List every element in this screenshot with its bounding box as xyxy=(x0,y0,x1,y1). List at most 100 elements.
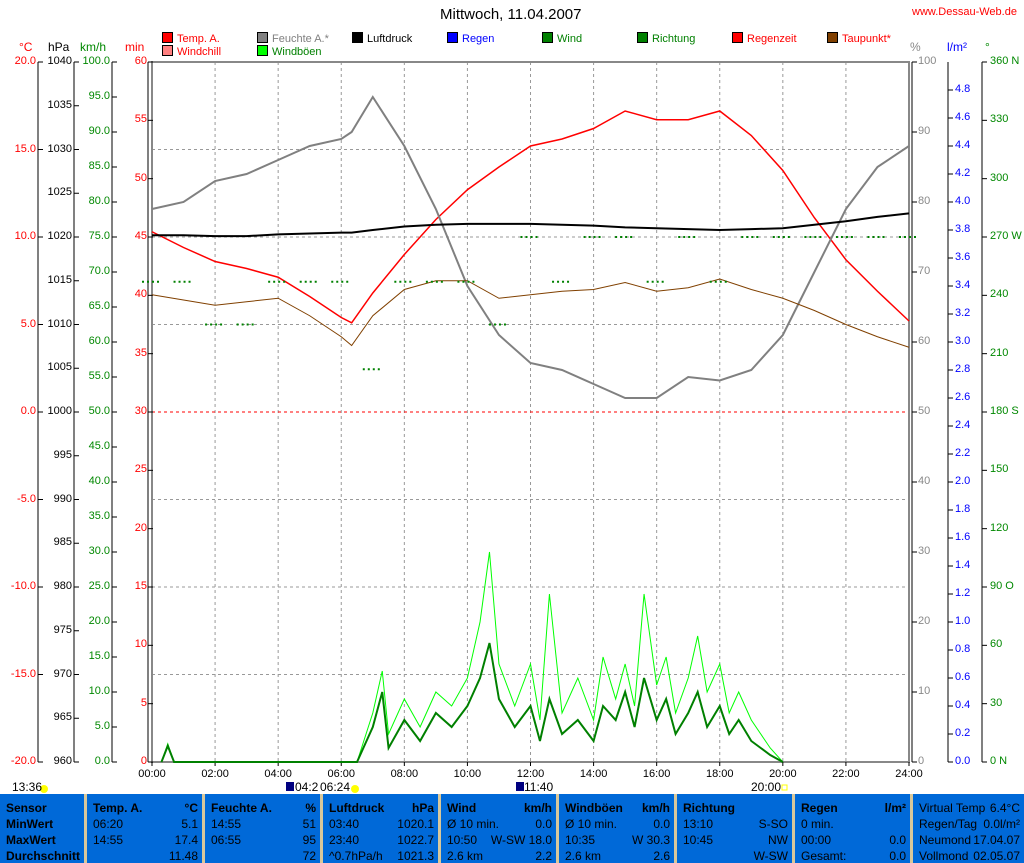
legend-label: Wind xyxy=(557,33,583,45)
press-max-time: 23:40 xyxy=(329,833,360,847)
tick-label-min_ticks: 50 xyxy=(134,171,147,184)
tick-label-wind_ticks: 65.0 xyxy=(88,300,110,312)
extra-r2r: 17.04.07 xyxy=(973,833,1020,847)
legend-swatch xyxy=(257,32,268,43)
tick-label-temp_ticks: -5.0 xyxy=(17,492,36,505)
hum-min: 51 xyxy=(302,817,316,831)
tick-label-humidity_ticks: 0 xyxy=(918,755,925,767)
tick-label-pressure_ticks: 1015 xyxy=(47,273,72,286)
rain-unit: l/m² xyxy=(884,801,906,815)
tick-label-pressure_ticks: 975 xyxy=(53,623,72,636)
col-rain: Regen l/m² 0 min. 00:00 0.0 Gesamt: 0.0 xyxy=(795,794,913,863)
humidity-line xyxy=(151,95,910,399)
tick-label-wind_ticks: 60.0 xyxy=(88,335,110,347)
x-tick-label: 18:00 xyxy=(705,768,734,780)
press-trend: ^0.7hPa/h xyxy=(329,849,383,863)
tick-label-wind_ticks: 5.0 xyxy=(94,720,110,732)
gust-header: Windböen xyxy=(565,801,623,815)
extra-r1l: Regen/Tag xyxy=(919,817,978,831)
tick-label-rain: 2.2 xyxy=(955,447,971,459)
legend-swatch xyxy=(637,32,648,43)
astro-moonrise: 04:2 xyxy=(295,780,319,794)
tick-label-pressure_ticks: 965 xyxy=(53,711,72,724)
legend-item: Temp. A. xyxy=(162,32,220,45)
press-avg: 1021.3 xyxy=(397,849,434,863)
tick-label-temp_ticks: -15.0 xyxy=(10,667,36,680)
tick-label-wind_ticks: 25.0 xyxy=(88,580,110,592)
website-link[interactable]: www.Dessau-Web.de xyxy=(912,6,1017,18)
tick-label-min_ticks: 25 xyxy=(134,463,147,476)
tick-label-rain: 1.8 xyxy=(955,503,971,515)
tick-label-wind_ticks: 100.0 xyxy=(82,55,110,67)
legend-item: Regen xyxy=(447,32,494,45)
temp-max-time: 14:55 xyxy=(93,833,124,847)
tick-label-wind_ticks: 85.0 xyxy=(88,160,110,172)
dir-r2r: NW xyxy=(768,833,788,847)
tick-label-min_ticks: 15 xyxy=(134,580,147,592)
wind-r1r: 0.0 xyxy=(535,817,552,831)
sensor-header: Sensor xyxy=(6,801,47,815)
rain-r2r: 0.0 xyxy=(889,833,906,847)
unit-rain: l/m² xyxy=(947,40,967,54)
x-tick-label: 02:00 xyxy=(201,768,229,780)
temp-min: 5.1 xyxy=(181,817,198,831)
gust-r3r: 2.6 xyxy=(653,849,670,863)
legend-label: Taupunkt* xyxy=(842,33,891,45)
x-tick-label: 16:00 xyxy=(642,768,671,780)
col-direction: Richtung 13:10 S-SO 10:45 NW W-SW xyxy=(677,794,795,863)
col-wind: Wind km/h Ø 10 min. 0.0 10:50 W-SW 18.0 2.6… xyxy=(441,794,559,863)
gust-r2l: 10:35 xyxy=(565,833,596,847)
tick-label-pressure_ticks: 1040 xyxy=(47,55,72,67)
rain-icon xyxy=(516,782,524,791)
stats-table: Sensor MinWert MaxWert Durchschnitt Temp… xyxy=(0,794,1024,863)
rain-r3l: Gesamt: xyxy=(801,849,847,863)
gusts-line xyxy=(160,551,784,763)
row-max: MaxWert xyxy=(6,833,56,847)
tick-label-wind_ticks: 80.0 xyxy=(88,195,110,207)
x-tick-label: 14:00 xyxy=(579,768,608,780)
gust-r2r: W 30.3 xyxy=(631,833,670,847)
dir-r3r: W-SW xyxy=(753,849,788,863)
tick-label-pressure_ticks: 1030 xyxy=(47,142,72,155)
legend-swatch xyxy=(162,45,173,56)
x-tick-label: 06:00 xyxy=(327,768,356,780)
tick-label-min_ticks: 20 xyxy=(134,521,147,534)
temp-avg: 11.48 xyxy=(168,849,198,863)
temp-max: 17.4 xyxy=(174,833,198,847)
hum-avg: 72 xyxy=(302,849,316,863)
tick-label-min_ticks: 10 xyxy=(134,638,147,651)
wind-r1l: Ø 10 min. xyxy=(447,817,500,831)
dewpoint-line xyxy=(151,278,910,348)
tick-label-humidity_ticks: 70 xyxy=(918,265,931,277)
wind-r3r: 2.2 xyxy=(535,849,552,863)
tick-label-rain: 4.4 xyxy=(955,139,971,151)
tick-label-rain: 4.6 xyxy=(955,111,971,123)
hum-unit: % xyxy=(305,801,316,815)
x-tick-label: 00:00 xyxy=(138,768,166,780)
x-tick-label: 12:00 xyxy=(516,768,545,780)
tick-label-pressure_ticks: 960 xyxy=(53,755,72,767)
extra-r1r: 0.0l/m² xyxy=(983,817,1020,831)
tick-label-temp_ticks: -20.0 xyxy=(10,755,36,767)
tick-label-pressure_ticks: 970 xyxy=(53,667,72,680)
tick-label-temp_ticks: 20.0 xyxy=(14,55,36,67)
tick-label-humidity_ticks: 30 xyxy=(918,545,931,557)
temp-header: Temp. A. xyxy=(93,801,143,815)
legend-swatch xyxy=(542,32,553,43)
astro-rain-mark: 11:40 xyxy=(524,780,554,794)
hum-header: Feuchte A. xyxy=(211,801,272,815)
tick-label-wind_ticks: 15.0 xyxy=(88,650,110,662)
astro-sunrise: 06:24 xyxy=(320,780,351,794)
tick-label-dir_ticks: 240 xyxy=(990,288,1009,301)
sunrise-icon xyxy=(351,785,359,793)
tick-label-wind_ticks: 40.0 xyxy=(88,475,110,487)
tick-label-dir_ticks: 270 W xyxy=(990,230,1022,242)
legend-label: Richtung xyxy=(652,33,696,45)
gust-unit: km/h xyxy=(641,801,670,815)
tick-label-dir_ticks: 360 N xyxy=(990,55,1020,67)
tick-label-min_ticks: 45 xyxy=(134,230,147,242)
tick-label-rain: 0.8 xyxy=(955,643,971,655)
unit-minutes: min xyxy=(125,40,145,54)
tick-label-wind_ticks: 90.0 xyxy=(88,125,110,137)
tick-label-min_ticks: 60 xyxy=(134,55,147,67)
